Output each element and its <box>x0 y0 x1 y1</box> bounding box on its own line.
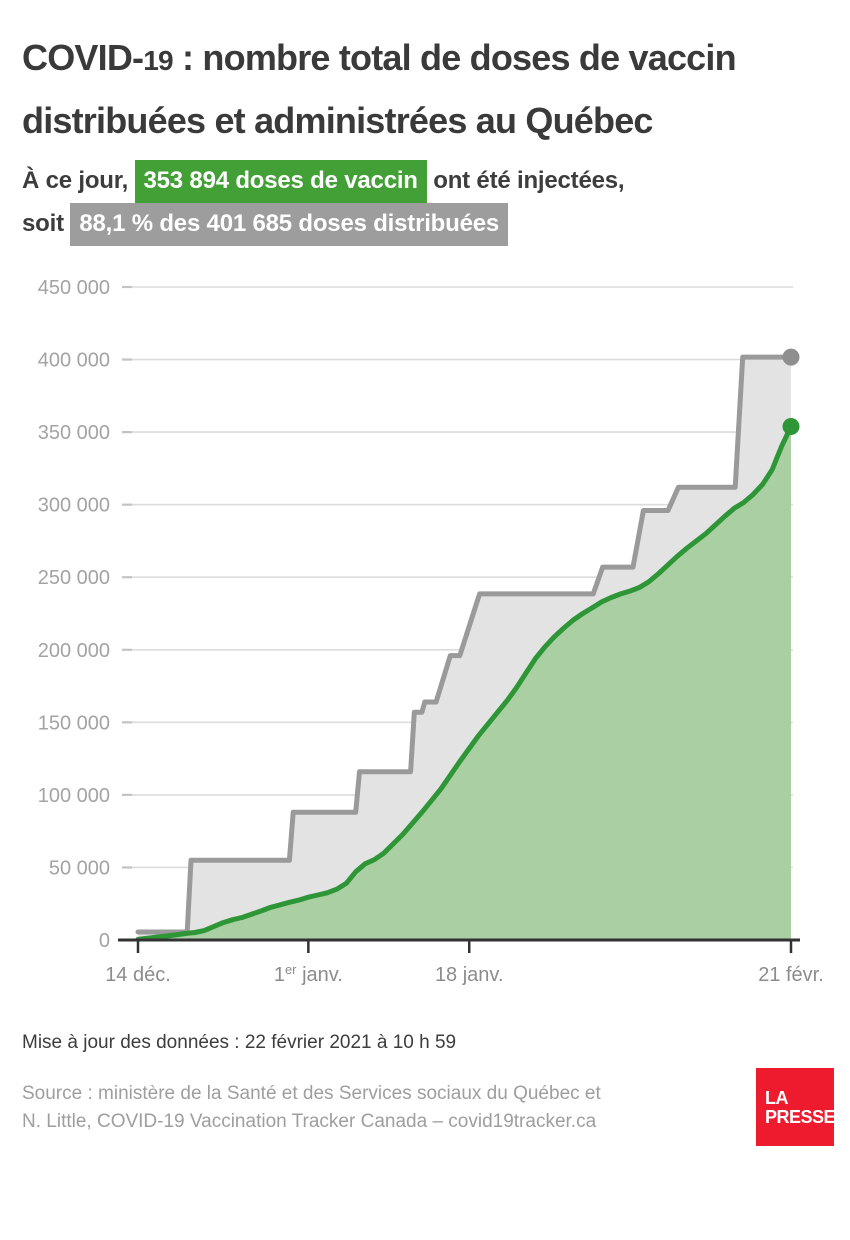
administered-highlight: 353 894 doses de vaccin <box>134 160 427 203</box>
la-presse-logo: LA PRESSE <box>756 1068 836 1146</box>
title-number: 19 <box>143 45 173 76</box>
y-tick-label: 450 000 <box>38 277 110 299</box>
distributed-highlight: 88,1 % des 401 685 doses distribuées <box>70 203 509 246</box>
chart: 0 50 000 100 000 150 000 200 000 250 000 300 0… <box>0 252 850 1022</box>
y-tick-label: 0 <box>99 930 110 952</box>
y-tick-label: 150 000 <box>38 712 110 734</box>
subtitle: À ce jour, 353 894 doses de vaccin ont é… <box>22 160 832 246</box>
page-title: COVID-19 : nombre total de doses de vacc… <box>22 28 832 151</box>
subtitle-line2-lead: soit <box>22 210 64 237</box>
x-tick-label: 18 janv. <box>435 964 504 986</box>
subtitle-line-2: soit 88,1 % des 401 685 doses distribuée… <box>22 203 832 246</box>
y-tick-label: 200 000 <box>38 640 110 662</box>
subtitle-lead: À ce jour, <box>22 167 129 194</box>
distributed-line <box>135 354 794 935</box>
administered-line <box>135 424 794 942</box>
title-line-2: distribuées et administrées au Québec <box>22 100 653 141</box>
chart-svg: 0 50 000 100 000 150 000 200 000 250 000 300 0… <box>38 277 824 986</box>
y-tick-label: 400 000 <box>38 350 110 372</box>
administered-end-dot <box>782 417 800 435</box>
distributed-end-dot <box>782 348 800 366</box>
administered-area <box>138 426 791 940</box>
y-tick-label: 250 000 <box>38 567 110 589</box>
title-line-1: COVID-19 : nombre total de doses de vacc… <box>22 37 737 78</box>
x-axis-labels-group: 14 déc. 1er janv. 18 janv. 21 févr. <box>105 962 824 986</box>
logo-line-2: PRESSE <box>765 1107 836 1127</box>
y-tick-label: 300 000 <box>38 495 110 517</box>
series-lines-group <box>135 354 794 942</box>
data-updated-note: Mise à jour des données : 22 février 202… <box>22 1032 457 1053</box>
y-tick-label: 100 000 <box>38 785 110 807</box>
logo-line-1: LA <box>765 1088 789 1108</box>
y-tick-label: 350 000 <box>38 422 110 444</box>
end-markers-group <box>782 348 800 435</box>
y-tick-label: 50 000 <box>49 857 110 879</box>
source-note: Source : ministère de la Santé et des Se… <box>22 1080 601 1136</box>
subtitle-line-1: À ce jour, 353 894 doses de vaccin ont é… <box>22 160 832 203</box>
y-axis-labels-group: 0 50 000 100 000 150 000 200 000 250 000 300 0… <box>38 277 110 952</box>
source-line-2: N. Little, COVID-19 Vaccination Tracker … <box>22 1111 597 1132</box>
x-tick-label: 1er janv. <box>274 962 343 986</box>
source-line-1: Source : ministère de la Santé et des Se… <box>22 1083 601 1104</box>
x-tick-label: 14 déc. <box>105 964 171 986</box>
x-axis-group <box>118 938 800 953</box>
x-tick-label: 21 févr. <box>758 964 824 986</box>
subtitle-after-green: ont été injectées, <box>433 167 625 194</box>
